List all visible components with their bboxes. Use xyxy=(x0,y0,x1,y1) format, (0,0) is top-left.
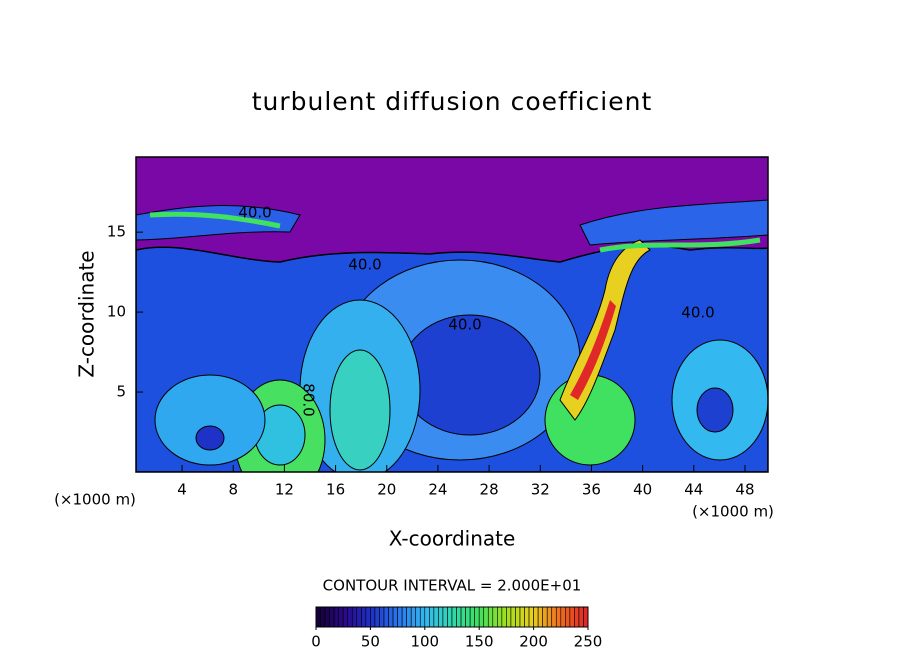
colorbar-segment xyxy=(388,606,394,628)
colorbar-segment xyxy=(324,606,330,628)
colorbar-segment xyxy=(469,606,475,628)
colorbar-segment xyxy=(320,606,326,628)
colorbar-segment xyxy=(447,606,453,628)
colorbar-segment xyxy=(524,606,530,628)
x-tick-label: 24 xyxy=(428,481,447,499)
colorbar-segment xyxy=(356,606,362,628)
plot-frame xyxy=(135,156,769,473)
contour-label: 80.0 xyxy=(300,383,318,416)
colorbar-segment xyxy=(565,606,571,628)
contour-interval: CONTOUR INTERVAL = 2.000E+01 xyxy=(323,577,582,595)
colorbar-segment xyxy=(419,606,426,628)
colorbar-segment xyxy=(415,606,421,628)
colorbar-segment xyxy=(478,606,485,628)
colorbar-segment xyxy=(510,606,516,628)
colorbar-segment xyxy=(546,606,553,628)
x-tick-label: 32 xyxy=(531,481,550,499)
colorbar-segment xyxy=(497,606,503,628)
colorbar-tick-label: 100 xyxy=(410,633,439,651)
colorbar-segment xyxy=(528,606,534,628)
x-tick-label: 48 xyxy=(735,481,754,499)
colorbar-segment xyxy=(555,606,562,628)
chart-title: turbulent diffusion coefficient xyxy=(252,87,653,116)
colorbar-segment xyxy=(365,606,371,628)
y-tick-label: 5 xyxy=(116,383,126,401)
colorbar-segment xyxy=(429,606,435,628)
colorbar-segment xyxy=(424,606,430,628)
colorbar-segment xyxy=(410,606,417,628)
colorbar-segment xyxy=(551,606,557,628)
colorbar-segment xyxy=(347,606,353,628)
contour-label: 40.0 xyxy=(448,316,481,334)
colorbar-segment xyxy=(315,606,321,628)
colorbar-segment xyxy=(329,606,335,628)
colorbar-segment xyxy=(537,606,543,628)
colorbar-segment xyxy=(433,606,439,628)
colorbar-segment xyxy=(442,606,448,628)
colorbar-segment xyxy=(361,606,367,628)
colorbar-segment xyxy=(542,606,548,628)
x-tick-label: 28 xyxy=(480,481,499,499)
colorbar-segment xyxy=(397,606,403,628)
colorbar-segment xyxy=(374,606,380,628)
x-tick-label: 44 xyxy=(684,481,703,499)
colorbar-segment xyxy=(370,606,376,628)
colorbar-segment xyxy=(574,606,580,628)
field xyxy=(136,157,768,472)
colorbar-frame xyxy=(315,606,589,628)
colorbar-segment xyxy=(583,606,589,628)
colorbar-segment xyxy=(460,606,466,628)
y-axis-label: Z-coordinate xyxy=(75,250,99,377)
x-axis-label: X-coordinate xyxy=(389,527,516,551)
colorbar-segment xyxy=(474,606,480,628)
colorbar-segment xyxy=(406,606,412,628)
y-tick-label: 15 xyxy=(107,223,126,241)
colorbar-tick-label: 150 xyxy=(465,633,494,651)
x-tick-label: 4 xyxy=(177,481,187,499)
colorbar-segment xyxy=(456,606,462,628)
x-tick-label: 40 xyxy=(633,481,652,499)
colorbar-segment xyxy=(383,606,389,628)
x-tick-label: 8 xyxy=(228,481,238,499)
colorbar-segment xyxy=(333,606,339,628)
colorbar-segment xyxy=(338,606,344,628)
colorbar-segment xyxy=(560,606,566,628)
colorbar-segment xyxy=(519,606,525,628)
colorbar-segment xyxy=(578,606,584,628)
x-unit-label: (×1000 m) xyxy=(54,491,136,509)
colorbar-segment xyxy=(392,606,398,628)
colorbar-segment xyxy=(351,606,358,628)
x-tick-label: 20 xyxy=(377,481,396,499)
colorbar-tick-label: 50 xyxy=(361,633,380,651)
colorbar-segment xyxy=(506,606,512,628)
colorbar-segment xyxy=(533,606,539,628)
colorbar-segment xyxy=(487,606,494,628)
colorbar-segment xyxy=(515,606,521,628)
colorbar-segment xyxy=(492,606,498,628)
colorbar-tick-label: 250 xyxy=(574,633,603,651)
contour-label: 40.0 xyxy=(348,256,381,274)
colorbar-segment xyxy=(465,606,471,628)
colorbar-segment xyxy=(342,606,349,628)
colorbar-segment xyxy=(483,606,489,628)
x-tick-label: 16 xyxy=(326,481,345,499)
contour-label: 40.0 xyxy=(238,204,271,222)
contour-label: 40.0 xyxy=(681,304,714,322)
colorbar-segment xyxy=(438,606,444,628)
x-tick-label: 36 xyxy=(582,481,601,499)
colorbar-segment xyxy=(401,606,407,628)
colorbar-tick-label: 200 xyxy=(519,633,548,651)
colorbar-segment xyxy=(501,606,507,628)
colorbar-segment xyxy=(379,606,385,628)
colorbar-segment xyxy=(569,606,575,628)
y-tick-label: 10 xyxy=(107,303,126,321)
x-tick-label: 12 xyxy=(275,481,294,499)
colorbar-segment xyxy=(451,606,457,628)
colorbar-tick-label: 0 xyxy=(311,633,321,651)
x-unit-label: (×1000 m) xyxy=(692,503,774,521)
